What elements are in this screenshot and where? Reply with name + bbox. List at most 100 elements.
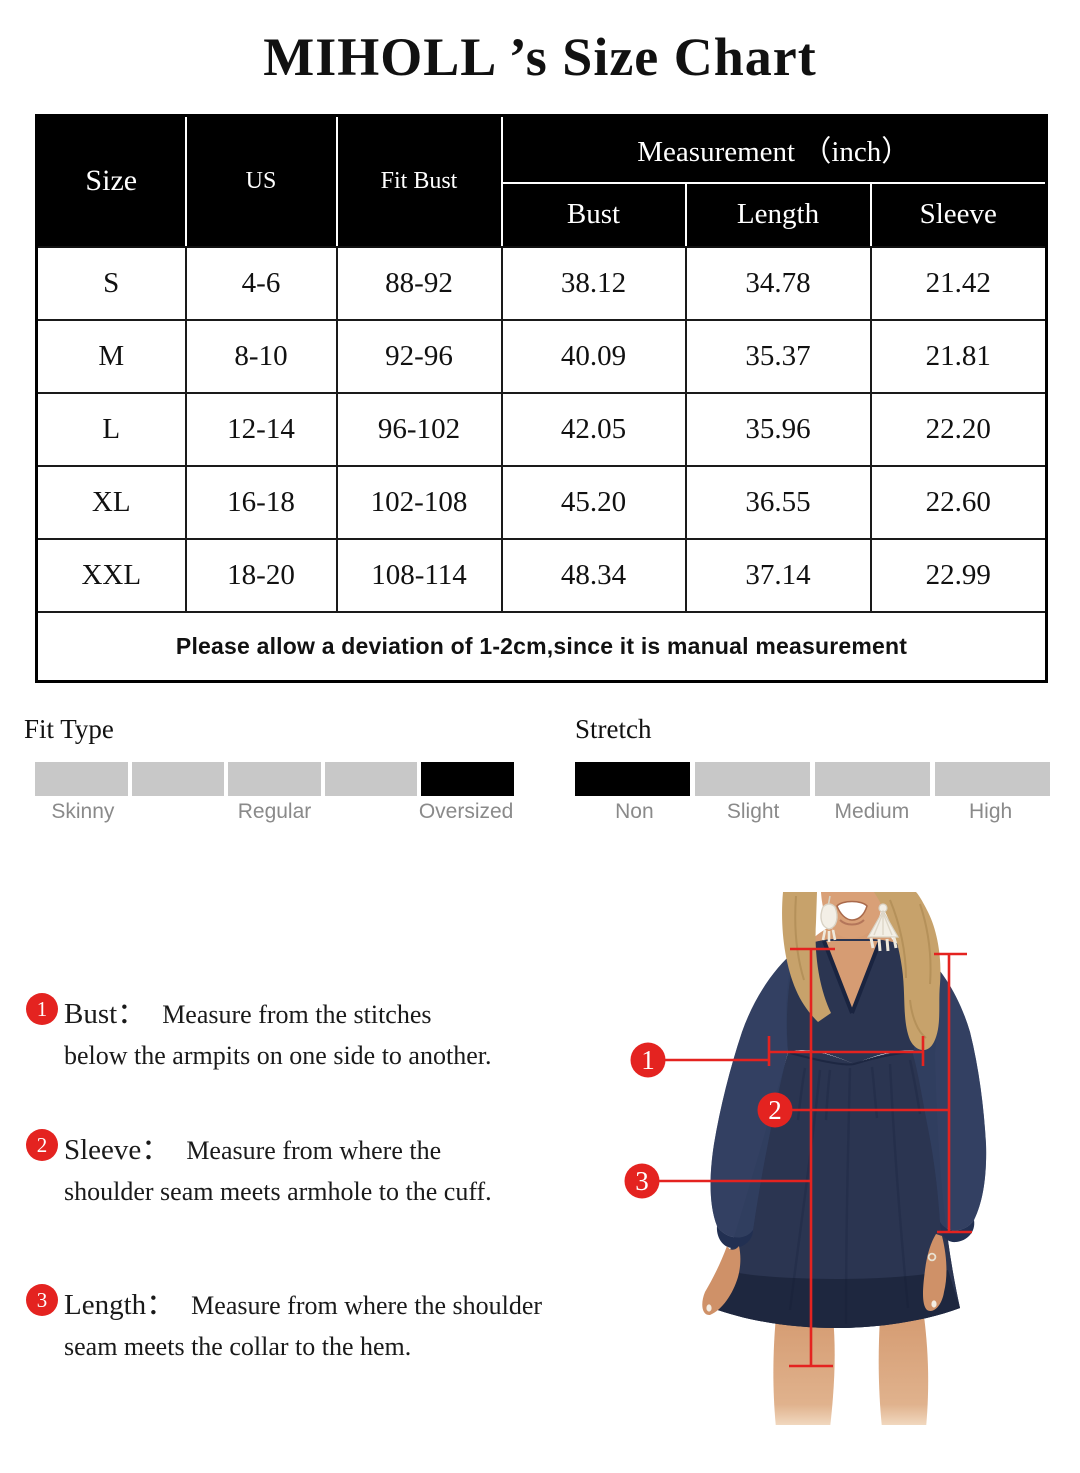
cell-size: S [35, 245, 187, 321]
deviation-note: Please allow a deviation of 1-2cm,since … [35, 610, 1048, 683]
dress-left-cuff [716, 1226, 753, 1248]
fit-type-label: Fit Type [24, 714, 114, 744]
stretch-segment [935, 762, 1050, 796]
fit-type-option-regular: Regular [237, 800, 312, 823]
table-note-row: Please allow a deviation of 1-2cm,since … [35, 610, 1048, 683]
fit-type-segment [131, 762, 225, 796]
cell-bust: 38.12 [500, 245, 687, 321]
col-header-sleeve: Sleeve [869, 181, 1048, 248]
col-header-us: US [184, 114, 338, 248]
cell-fit-bust: 108-114 [335, 537, 503, 613]
model-hair-left [782, 892, 831, 1022]
cell-size: XL [35, 464, 187, 540]
col-header-length: Length [684, 181, 872, 248]
fit-type-bar [35, 762, 514, 796]
cell-sleeve: 21.42 [869, 245, 1048, 321]
right-earring [866, 903, 900, 952]
instruction-length: 3 Length： Measure from where the shoulder… [26, 1281, 542, 1362]
marker-circle-3 [624, 1163, 660, 1199]
cell-us: 4-6 [184, 245, 338, 321]
length-line1: Measure from where the shoulder [191, 1291, 543, 1320]
fit-type-option-oversized: Oversized [418, 800, 514, 823]
fit-type-scale-labels: Skinny Regular Oversized [35, 800, 514, 824]
cell-us: 8-10 [184, 318, 338, 394]
col-header-fit-bust: Fit Bust [335, 114, 503, 248]
cell-sleeve: 22.20 [869, 391, 1048, 467]
cell-length: 36.55 [684, 464, 872, 540]
table-row-s: S 4-6 88-92 38.12 34.78 21.42 [35, 245, 1048, 321]
stretch-segment [695, 762, 810, 796]
stretch-segment [815, 762, 930, 796]
stretch-scale-labels: Non Slight Medium High [575, 800, 1050, 824]
marker-1-number: 1 [641, 1045, 655, 1075]
cell-us: 18-20 [184, 537, 338, 613]
cell-bust: 42.05 [500, 391, 687, 467]
size-table: Size US Fit Bust Measurement （inch） Bust… [35, 114, 1049, 683]
cell-size: M [35, 318, 187, 394]
fit-type-segment [228, 762, 321, 796]
fit-type-segment [35, 762, 128, 796]
table-row-l: L 12-14 96-102 42.05 35.96 22.20 [35, 391, 1048, 467]
cell-bust: 45.20 [500, 464, 687, 540]
sleeve-line2: shoulder seam meets armhole to the cuff. [64, 1177, 492, 1206]
bust-line1: Measure from the stitches [162, 1000, 432, 1029]
bust-line2: below the armpits on one side to another… [64, 1041, 492, 1070]
stretch-option-slight: Slight [726, 800, 780, 823]
cell-length: 35.96 [684, 391, 872, 467]
cell-length: 35.37 [684, 318, 872, 394]
instruction-sleeve-text: Sleeve： Measure from where the shoulder s… [64, 1126, 492, 1207]
model-smile [836, 900, 868, 921]
instruction-length-text: Length： Measure from where the shoulder s… [64, 1281, 542, 1362]
bust-marker-badge: 1 [26, 993, 58, 1025]
page-title: MIHOLL ’s Size Chart [263, 27, 817, 87]
stretch-option-medium: Medium [834, 800, 910, 823]
cell-us: 12-14 [184, 391, 338, 467]
left-earring [820, 895, 838, 942]
sleeve-line1: Measure from where the [186, 1136, 442, 1165]
model-hair-right [874, 892, 941, 1051]
fit-type-segment [421, 762, 514, 796]
dress-collar-edge [822, 940, 882, 1014]
cell-size: L [35, 391, 187, 467]
instruction-bust: 1 Bust： Measure from the stitches below t… [26, 990, 491, 1071]
table-row-xl: XL 16-18 102-108 45.20 36.55 22.60 [35, 464, 1048, 540]
bust-term: Bust： [64, 998, 147, 1030]
marker-circle-1 [630, 1042, 666, 1078]
table-row-xxl: XXL 18-20 108-114 48.34 37.14 22.99 [35, 537, 1048, 613]
cell-fit-bust: 92-96 [335, 318, 503, 394]
cell-us: 16-18 [184, 464, 338, 540]
model-chest-v [824, 941, 880, 1013]
stretch-label: Stretch [575, 714, 652, 744]
model-left-hand [702, 1246, 741, 1316]
stretch-option-non: Non [615, 800, 654, 823]
stretch-segment [575, 762, 690, 796]
sleeve-marker-badge: 2 [26, 1129, 58, 1161]
length-line2: seam meets the collar to the hem. [64, 1332, 412, 1361]
length-marker-badge: 3 [26, 1284, 58, 1316]
sleeve-term: Sleeve： [64, 1134, 171, 1166]
col-header-size: Size [35, 114, 187, 248]
stretch-option-high: High [969, 800, 1013, 823]
model-left-leg [773, 1316, 835, 1425]
instruction-sleeve: 2 Sleeve： Measure from where the shoulder… [26, 1126, 492, 1207]
cell-sleeve: 22.99 [869, 537, 1048, 613]
instruction-bust-text: Bust： Measure from the stitches below the… [64, 990, 491, 1071]
cell-sleeve: 22.60 [869, 464, 1048, 540]
cell-length: 37.14 [684, 537, 872, 613]
measurement-annotations: 1 2 3 [624, 947, 972, 1368]
cell-sleeve: 21.81 [869, 318, 1048, 394]
ring [927, 1252, 937, 1262]
marker-circle-2 [757, 1092, 793, 1128]
cell-fit-bust: 88-92 [335, 245, 503, 321]
col-header-measurement: Measurement （inch） [500, 114, 1048, 184]
dress-hem-sheer [712, 1270, 960, 1328]
model-right-hand [923, 1234, 947, 1311]
cell-fit-bust: 96-102 [335, 391, 503, 467]
table-row-m: M 8-10 92-96 40.09 35.37 21.81 [35, 318, 1048, 394]
marker-3-number: 3 [635, 1166, 649, 1196]
size-guide-photo: 1 2 3 [624, 892, 987, 1425]
length-term: Length： [64, 1289, 176, 1321]
cell-fit-bust: 102-108 [335, 464, 503, 540]
cell-bust: 48.34 [500, 537, 687, 613]
